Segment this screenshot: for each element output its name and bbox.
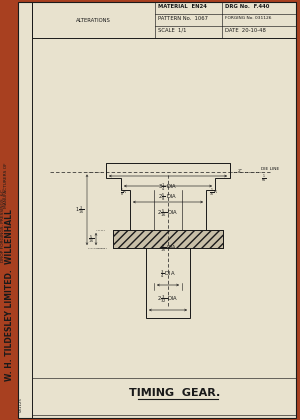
Text: DRG No.  F.440: DRG No. F.440 — [225, 3, 269, 8]
Text: $\frac{1}{16}$R: $\frac{1}{16}$R — [209, 187, 218, 199]
Text: $\frac{3}{16}$ DIA: $\frac{3}{16}$ DIA — [160, 242, 176, 254]
Text: MATERIAL  EN24: MATERIAL EN24 — [158, 3, 207, 8]
Text: $3\frac{1}{4}$ DIA: $3\frac{1}{4}$ DIA — [158, 181, 178, 193]
Text: DIE LINE: DIE LINE — [261, 166, 279, 171]
Text: $\frac{3}{4}$ DIA: $\frac{3}{4}$ DIA — [160, 268, 176, 280]
Text: FORGING No. 031126: FORGING No. 031126 — [225, 16, 272, 20]
Text: 031125: 031125 — [19, 398, 23, 412]
Polygon shape — [106, 163, 230, 318]
Text: TIMING  GEAR.: TIMING GEAR. — [129, 388, 220, 398]
Text: $\frac{5}{16}$: $\frac{5}{16}$ — [88, 233, 94, 245]
Text: PATTERN No.  1067: PATTERN No. 1067 — [158, 16, 208, 21]
Text: DROP FORGINGS, PRESSINGS, &C.: DROP FORGINGS, PRESSINGS, &C. — [1, 188, 5, 262]
Text: MANUFACTURERS OF: MANUFACTURERS OF — [4, 162, 8, 208]
Text: 2": 2" — [238, 168, 243, 173]
Text: $\frac{1}{64}$: $\frac{1}{64}$ — [261, 173, 267, 185]
Text: $2\frac{5}{8}$ DIA: $2\frac{5}{8}$ DIA — [158, 191, 178, 202]
Text: 1$\frac{3}{16}$: 1$\frac{3}{16}$ — [75, 204, 84, 215]
Text: $\frac{1}{8}$R: $\frac{1}{8}$R — [120, 187, 127, 199]
Text: 2$\frac{3}{32}$ DIA: 2$\frac{3}{32}$ DIA — [157, 293, 179, 305]
Text: SCALE  1/1: SCALE 1/1 — [158, 27, 187, 32]
Text: ALTERATIONS: ALTERATIONS — [76, 18, 111, 23]
Text: W. H. TILDESLEY LIMITED.  WILLENHALL: W. H. TILDESLEY LIMITED. WILLENHALL — [5, 209, 14, 381]
Text: $2\frac{5}{16}$ DIA: $2\frac{5}{16}$ DIA — [157, 207, 179, 219]
Text: DATE  20-10-48: DATE 20-10-48 — [225, 27, 266, 32]
Polygon shape — [113, 230, 223, 248]
